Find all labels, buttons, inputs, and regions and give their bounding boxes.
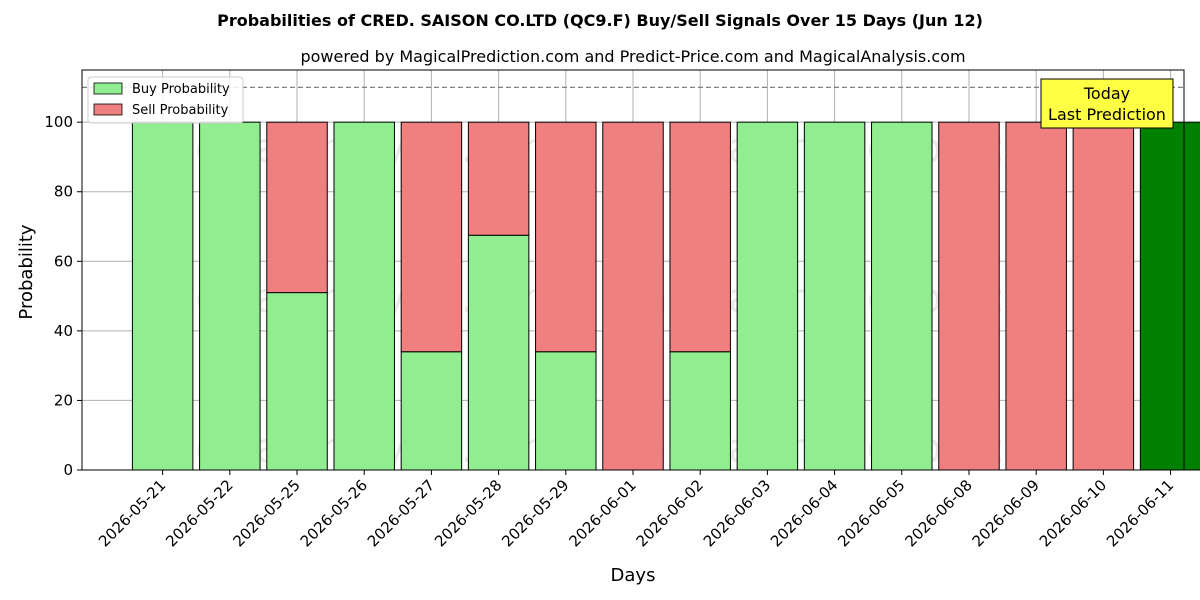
bar-sell-2026-06-10 <box>1072 121 1135 471</box>
bar-buy-2026-06-04 <box>803 121 866 471</box>
annotation-box <box>1040 78 1174 129</box>
legend-sell-label: Sell Probability <box>132 103 229 118</box>
bar-buy-2026-06-11 <box>1139 121 1200 471</box>
y-tick-label: 20 <box>54 391 73 409</box>
y-tick-label: 0 <box>63 461 73 479</box>
x-tick-label: 2026-05-25 <box>229 476 303 550</box>
bar-sell-2026-05-27 <box>400 121 463 353</box>
x-tick-label: 2026-06-10 <box>1036 476 1110 550</box>
bar-buy-2026-06-02 <box>669 351 731 471</box>
y-tick-label: 40 <box>54 322 73 340</box>
chart-title: Probabilities of CRED. SAISON CO.LTD (QC… <box>217 11 983 30</box>
bar-buy-2026-06-03 <box>736 121 799 471</box>
annotation-line-1: Today <box>1083 84 1130 103</box>
bar-buy-2026-05-29 <box>535 351 597 471</box>
bar-buy-2026-05-27 <box>400 351 463 471</box>
annotation-line-2: Last Prediction <box>1048 105 1166 124</box>
legend: Buy Probability Sell Probability <box>87 76 244 124</box>
x-tick-label: 2026-05-21 <box>95 476 169 550</box>
chart-subtitle: powered by MagicalPrediction.com and Pre… <box>300 47 965 66</box>
x-tick-label: 2026-06-04 <box>767 476 841 550</box>
y-tick-label: 80 <box>54 183 73 201</box>
y-tick-label: 60 <box>54 252 73 270</box>
x-tick-label: 2026-05-22 <box>162 476 236 550</box>
bar-sell-2026-06-09 <box>1005 121 1067 471</box>
x-axis-label: Days <box>611 565 656 586</box>
bar-buy-2026-05-25 <box>266 292 328 471</box>
legend-buy-label: Buy Probability <box>132 82 230 97</box>
x-tick-label: 2026-06-09 <box>969 476 1043 550</box>
bar-buy-2026-05-21 <box>131 121 194 471</box>
y-axis-label: Probability <box>16 224 37 319</box>
x-tick-label: 2026-05-29 <box>498 476 572 550</box>
x-tick-label: 2026-06-01 <box>565 476 639 550</box>
today-annotation: Today Last Prediction <box>1040 78 1174 129</box>
x-tick-label: 2026-06-08 <box>901 476 975 550</box>
bar-sell-2026-06-08 <box>938 121 1000 471</box>
x-tick-label: 2026-05-28 <box>431 476 505 550</box>
bar-buy-2026-05-22 <box>199 121 261 471</box>
bar-sell-2026-05-25 <box>266 121 328 294</box>
x-tick-label: 2026-05-27 <box>364 476 438 550</box>
bar-buy-2026-05-28 <box>467 234 530 471</box>
bar-sell-2026-05-28 <box>467 121 530 236</box>
x-tick-label: 2026-05-26 <box>297 476 371 550</box>
x-tick-label: 2026-06-02 <box>633 476 707 550</box>
bar-sell-2026-05-29 <box>535 121 597 353</box>
bar-buy-2026-06-05 <box>871 121 933 471</box>
legend-buy-swatch <box>93 82 123 95</box>
x-tick-label: 2026-06-03 <box>700 476 774 550</box>
bar-sell-2026-06-01 <box>602 121 664 471</box>
x-tick-label: 2026-06-11 <box>1103 476 1177 550</box>
x-tick-label: 2026-06-05 <box>834 476 908 550</box>
bar-buy-2026-05-26 <box>333 121 395 471</box>
bar-sell-2026-06-02 <box>669 121 731 353</box>
legend-sell-swatch <box>93 103 123 116</box>
legend-box <box>87 76 244 124</box>
y-tick-label: 100 <box>44 113 73 131</box>
bars <box>131 121 1200 471</box>
